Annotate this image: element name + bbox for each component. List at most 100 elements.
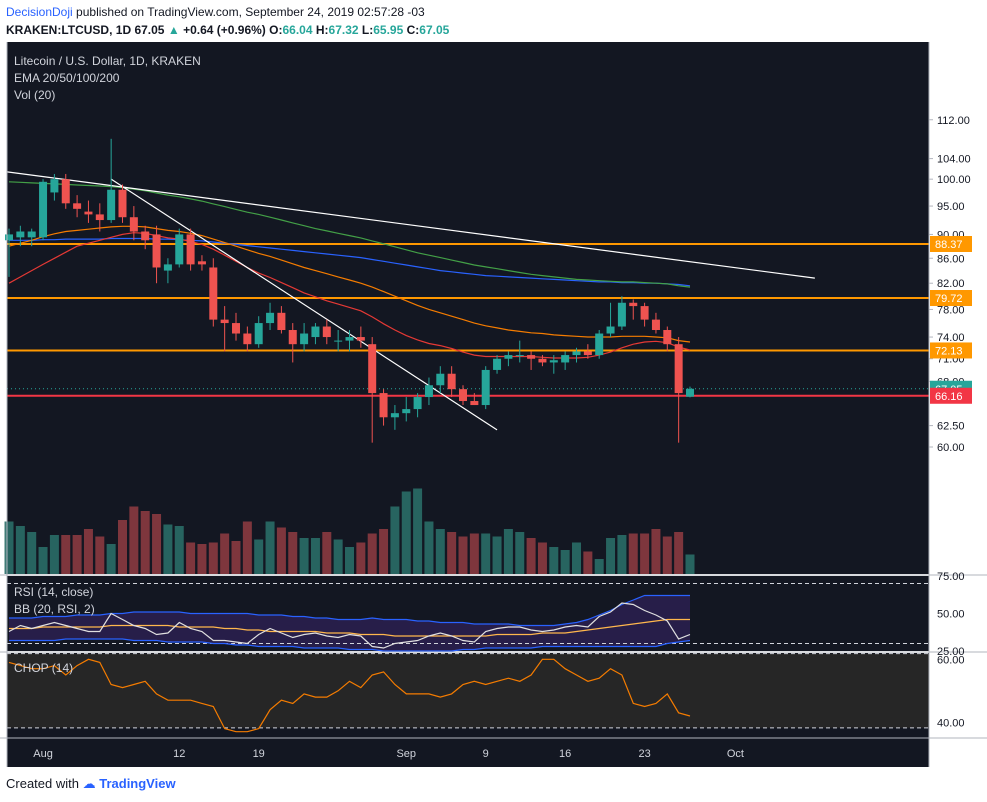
rsi-bb-lower — [9, 638, 691, 652]
author-link[interactable]: DecisionDoji — [6, 5, 73, 19]
legend-ema: EMA 20/50/100/200 — [14, 71, 120, 85]
candle-body — [356, 337, 365, 341]
candle-body — [686, 388, 694, 397]
created-with-text: Created with — [6, 776, 79, 791]
candle-body — [5, 234, 13, 241]
y-tick-label: 95.00 — [937, 201, 965, 213]
price-label: 88.37 — [935, 239, 963, 251]
volume-bar — [651, 529, 661, 574]
volume-bar — [481, 533, 491, 574]
x-tick-label: 12 — [173, 748, 185, 760]
candle-body — [152, 234, 161, 268]
volume-bar — [583, 551, 593, 574]
candle-body — [50, 179, 59, 193]
volume-bar — [572, 542, 581, 574]
volume-bar — [242, 521, 252, 574]
volume-bar — [83, 529, 93, 574]
change-up-icon: ▲ — [167, 23, 180, 37]
tradingview-logo-icon: ☁ — [82, 776, 96, 791]
volume-bar — [61, 535, 71, 574]
volume-bar — [537, 542, 547, 574]
rsi-tick-label: 75.00 — [937, 571, 965, 583]
main-pane[interactable] — [3, 42, 929, 574]
chop-tick-label: 40.00 — [937, 717, 965, 729]
price-label-bg — [930, 290, 972, 307]
chop-tick-label: 60.00 — [937, 654, 965, 666]
candle-body — [481, 369, 490, 406]
ema50-line — [8, 225, 691, 343]
close-label: C: — [406, 23, 420, 37]
price-label-bg — [930, 387, 972, 404]
volume-bar — [49, 535, 59, 574]
candle-body — [345, 337, 354, 341]
candle-body — [197, 261, 206, 265]
legend-title: Litecoin / U.S. Dollar, 1D, KRAKEN — [14, 54, 201, 68]
candle-body — [424, 385, 433, 398]
candle-body — [674, 344, 683, 394]
volume-bar — [288, 532, 298, 574]
chop-pane[interactable] — [7, 653, 929, 738]
candle-body — [447, 373, 456, 390]
candle-body — [266, 312, 275, 324]
trendline — [3, 170, 815, 279]
price-label: 79.72 — [935, 293, 963, 305]
candle-body — [84, 211, 93, 215]
symbol-text: KRAKEN:LTCUSD, 1D — [6, 23, 132, 37]
rsi-pane[interactable] — [7, 576, 929, 652]
candle-body — [629, 302, 638, 307]
tradingview-brand[interactable]: TradingView — [99, 776, 176, 791]
volume-bar — [254, 539, 264, 574]
candle-body — [288, 330, 297, 345]
candle-body — [402, 409, 411, 414]
candle-body — [651, 319, 660, 331]
volume-bar — [129, 506, 139, 574]
open-label: O: — [269, 23, 283, 37]
high-label: H: — [315, 23, 329, 37]
volume-bar — [549, 547, 559, 574]
volume-bar — [276, 527, 286, 574]
low-value: 65.95 — [373, 23, 404, 37]
candle-body — [436, 373, 445, 386]
rsi-bb-upper — [9, 594, 690, 627]
candle-body — [175, 234, 184, 265]
high-value: 67.32 — [328, 23, 359, 37]
candle-body — [129, 217, 138, 232]
candle-body — [663, 330, 672, 345]
candle-body — [504, 355, 513, 359]
volume-bar — [560, 550, 570, 574]
volume-bar — [390, 506, 400, 574]
publish-info: DecisionDoji published on TradingView.co… — [6, 5, 425, 19]
rsi-tick-label: 25.00 — [937, 646, 965, 658]
volume-bar — [265, 521, 275, 574]
candle-body — [141, 231, 150, 241]
y-tick-label: 100.00 — [937, 174, 971, 186]
volume-bar — [674, 532, 684, 574]
x-tick-label: Oct — [727, 748, 744, 760]
candle-body — [209, 267, 218, 320]
candle-body — [107, 189, 116, 221]
volume-bar — [617, 535, 627, 574]
legend-bb: BB (20, RSI, 2) — [14, 602, 95, 616]
volume-bar — [208, 542, 218, 574]
change-text: +0.64 (+0.96%) — [183, 23, 266, 37]
candle-body — [27, 231, 36, 238]
rsi-line — [8, 602, 691, 649]
volume-bar — [118, 520, 127, 574]
volume-bar — [174, 526, 184, 574]
volume-bar — [640, 533, 650, 574]
candle-body — [413, 397, 422, 410]
volume-bar — [299, 538, 309, 574]
candle-body — [515, 355, 524, 357]
volume-bar — [628, 533, 638, 574]
low-label: L: — [361, 23, 374, 37]
candle-body — [118, 189, 127, 218]
candle-body — [390, 413, 399, 418]
volume-bar — [333, 539, 343, 574]
price-chart[interactable]: 112.00104.00100.0095.0090.0086.0082.0078… — [0, 42, 987, 767]
legend-vol: Vol (20) — [14, 88, 55, 102]
y-tick-label: 74.00 — [937, 332, 965, 344]
volume-bar — [662, 536, 672, 574]
candle-body — [16, 231, 25, 238]
volume-bar — [197, 544, 207, 574]
candle-body — [538, 358, 547, 363]
